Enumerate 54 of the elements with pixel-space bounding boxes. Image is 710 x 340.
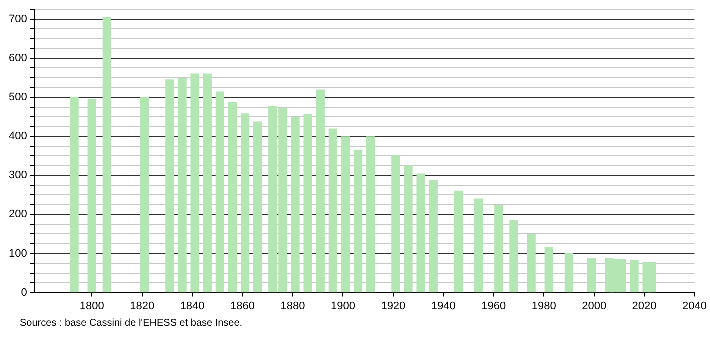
y-tick-label: 0 [21,286,28,299]
bar [291,117,300,293]
bar [102,17,112,293]
bar [630,260,639,293]
bar [70,97,79,293]
y-tick-label: 500 [8,92,28,104]
bar [366,136,376,293]
bar [354,150,363,293]
y-tick-label: 100 [8,248,28,260]
x-tick-label: 1820 [130,300,155,312]
y-tick-label: 600 [8,52,28,64]
bar [316,90,325,293]
y-tick-label: 400 [8,130,28,143]
bar [88,100,96,293]
y-tick-label: 200 [8,208,28,221]
bar [587,258,596,293]
bar [328,128,338,293]
x-tick-label: 1980 [532,300,556,312]
source-note: Sources : base Cassini de l'EHESS et base Insee. [20,318,243,329]
bar [429,180,438,293]
bar [178,78,187,293]
x-tick-label: 2000 [582,300,607,312]
bar [140,97,150,293]
bar [494,204,504,293]
bar [392,154,400,293]
bar [304,114,312,293]
x-tick-label: 1940 [431,300,456,312]
x-tick-label: 1800 [80,300,104,312]
x-tick-label: 1880 [280,300,306,312]
bar [564,253,574,293]
bar [527,234,536,293]
y-tick-label: 300 [8,170,28,182]
bar [454,190,464,293]
x-tick-label: 2040 [682,300,708,312]
y-tick-label: 700 [8,13,28,26]
bar [341,136,350,293]
x-tick-label: 1840 [180,300,205,312]
bar [166,80,174,293]
bar [510,220,518,293]
x-tick-label: 1960 [482,300,506,312]
bar [240,114,250,293]
bar [416,174,426,293]
bar [190,74,200,293]
x-tick-label: 1920 [381,300,406,312]
bar [203,74,212,293]
bar [216,92,225,293]
x-tick-label: 1900 [330,300,356,312]
x-tick-label: 1860 [230,300,256,312]
bar [474,198,484,293]
x-tick-label: 2020 [632,300,657,312]
bar [404,166,413,293]
bar [228,102,238,293]
bar [254,122,262,293]
bar [544,248,554,293]
